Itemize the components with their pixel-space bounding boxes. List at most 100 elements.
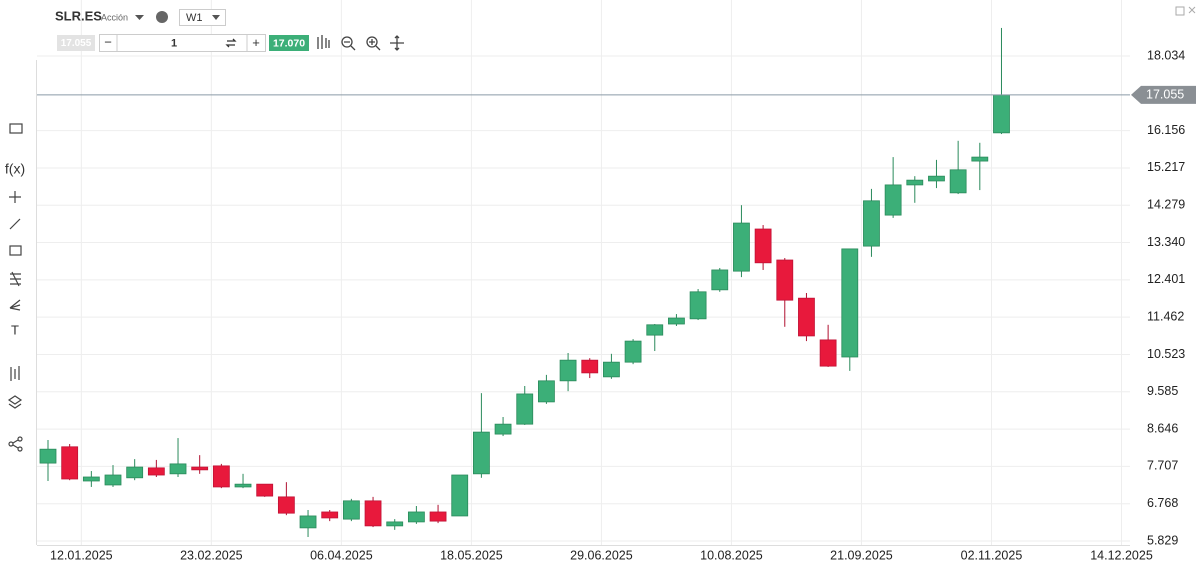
candle-body xyxy=(126,466,144,479)
x-tick-label: 21.09.2025 xyxy=(830,548,893,562)
x-tick-label: 18.05.2025 xyxy=(440,548,503,562)
layers-icon[interactable] xyxy=(7,395,23,409)
candle-body xyxy=(733,222,750,272)
candle-body xyxy=(191,466,209,471)
function-tool[interactable]: f(x) xyxy=(5,161,25,177)
candle-body xyxy=(754,228,772,264)
y-tick-label: 12.401 xyxy=(1147,272,1185,286)
candle-body xyxy=(364,500,382,527)
candle-body xyxy=(819,339,837,367)
buy-button[interactable] xyxy=(269,35,309,51)
candle-body xyxy=(82,476,100,482)
candle-body xyxy=(386,521,404,527)
x-tick-label: 10.08.2025 xyxy=(700,548,763,562)
candle-body xyxy=(538,380,555,403)
text-tool[interactable]: T xyxy=(11,322,19,337)
y-tick-label: 13.340 xyxy=(1147,235,1185,249)
zoom-out-icon[interactable] xyxy=(341,36,353,48)
info-icon[interactable] xyxy=(156,11,168,23)
x-tick-label: 14.12.2025 xyxy=(1090,548,1153,562)
x-tick-label: 02.11.2025 xyxy=(961,548,1023,562)
candle-body xyxy=(581,359,599,374)
swap-icon[interactable] xyxy=(225,38,237,48)
fib-tool-icon[interactable] xyxy=(10,271,21,287)
candle-body xyxy=(169,463,187,475)
candle-body xyxy=(234,483,252,488)
candle-body xyxy=(928,175,945,182)
timeframe-select[interactable] xyxy=(179,9,226,26)
x-tick-label: 23.02.2025 xyxy=(180,548,243,562)
grid xyxy=(37,0,1130,546)
candle-body xyxy=(971,156,989,162)
candle-body xyxy=(61,446,79,480)
candle-body xyxy=(104,474,122,486)
x-tick-label: 12.01.2025 xyxy=(50,548,113,562)
chart-tools xyxy=(317,35,404,51)
candle-body xyxy=(711,269,729,291)
y-tick-label: 16.156 xyxy=(1147,123,1185,137)
candle-body xyxy=(776,259,794,301)
sell-button[interactable] xyxy=(57,35,95,51)
candle-body xyxy=(429,511,447,522)
pan-icon[interactable] xyxy=(390,35,404,51)
layout-icon[interactable] xyxy=(9,123,23,134)
y-tick-label: 11.462 xyxy=(1147,309,1184,323)
share-icon[interactable] xyxy=(12,439,19,449)
candle-body xyxy=(559,359,577,382)
candle-body xyxy=(841,248,859,358)
instrument-kind: Acción xyxy=(101,12,128,22)
candle-body xyxy=(668,317,685,325)
marks xyxy=(37,27,1130,538)
last-price-label: 17.055 xyxy=(1146,88,1184,102)
y-tick-label: 14.279 xyxy=(1147,198,1185,212)
candle-body xyxy=(949,169,967,194)
candle-body xyxy=(993,94,1010,134)
y-tick-label: 18.034 xyxy=(1147,48,1185,62)
rect-tool-icon[interactable] xyxy=(9,245,22,256)
minus[interactable]: − xyxy=(104,34,112,49)
candle-body xyxy=(689,291,707,320)
candle-body xyxy=(407,511,425,523)
x-tick-label: 29.06.2025 xyxy=(570,548,633,562)
candle-body xyxy=(256,483,274,497)
candle-body xyxy=(321,511,339,519)
crosshair-icon[interactable] xyxy=(9,191,21,203)
candle-body xyxy=(646,324,664,336)
quantity-box[interactable] xyxy=(99,34,266,52)
y-tick-label: 9.585 xyxy=(1147,384,1178,398)
candle-body xyxy=(277,496,295,514)
y-tick-label: 6.768 xyxy=(1147,496,1178,510)
candle-body xyxy=(147,467,165,476)
candle-body xyxy=(906,179,924,186)
zoom-in-icon[interactable] xyxy=(366,36,378,48)
candle-body xyxy=(884,184,902,216)
candle-body xyxy=(494,423,512,435)
y-tick-label: 8.646 xyxy=(1147,421,1178,435)
candle-body xyxy=(299,515,317,529)
candle-body xyxy=(603,361,620,378)
buy-price: 17.070 xyxy=(273,37,305,49)
plus[interactable]: + xyxy=(252,35,260,50)
timeframe-arrow xyxy=(212,15,220,20)
y-tick-label: 7.707 xyxy=(1147,459,1178,473)
window-controls[interactable] xyxy=(1175,6,1196,16)
candle-body xyxy=(624,340,642,363)
dropdown-arrow[interactable] xyxy=(135,15,144,20)
fan-tool-icon[interactable] xyxy=(9,299,21,311)
line-tool-icon[interactable] xyxy=(9,218,21,230)
y-tick-label: 5.829 xyxy=(1147,533,1178,547)
sell-price: 17.055 xyxy=(61,38,92,49)
candle-body xyxy=(342,500,360,520)
candle-body xyxy=(516,393,534,425)
indicator-icon[interactable] xyxy=(10,366,20,381)
y-tick-label: 15.217 xyxy=(1147,160,1185,174)
symbol[interactable]: SLR.ES xyxy=(55,8,102,23)
chart-type-icon[interactable] xyxy=(317,35,330,49)
last-price-tag xyxy=(1131,85,1196,104)
timeframe: W1 xyxy=(186,12,203,24)
candle-body xyxy=(863,200,880,247)
quantity[interactable]: 1 xyxy=(171,37,177,49)
left-toolbar xyxy=(7,123,23,452)
